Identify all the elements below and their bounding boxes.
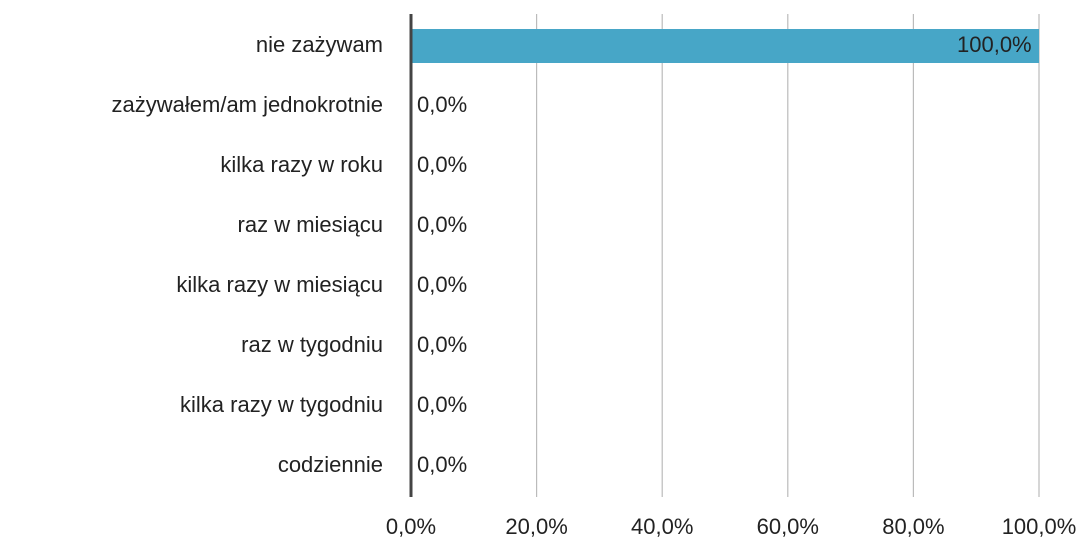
x-tick-label: 20,0% xyxy=(505,514,567,539)
y-tick-label: nie zażywam xyxy=(256,32,383,57)
y-tick-label: raz w tygodniu xyxy=(241,332,383,357)
bar xyxy=(411,29,1039,63)
y-tick-label: kilka razy w roku xyxy=(220,152,383,177)
value-label: 0,0% xyxy=(417,332,467,357)
y-tick-label: kilka razy w miesiącu xyxy=(176,272,383,297)
value-label: 0,0% xyxy=(417,452,467,477)
value-label: 0,0% xyxy=(417,272,467,297)
y-tick-label: raz w miesiącu xyxy=(238,212,383,237)
x-tick-label: 100,0% xyxy=(1002,514,1077,539)
value-label: 0,0% xyxy=(417,212,467,237)
x-tick-label: 60,0% xyxy=(757,514,819,539)
y-tick-label: kilka razy w tygodniu xyxy=(180,392,383,417)
value-label: 0,0% xyxy=(417,152,467,177)
x-tick-label: 40,0% xyxy=(631,514,693,539)
value-label: 100,0% xyxy=(957,32,1032,57)
x-tick-label: 80,0% xyxy=(882,514,944,539)
value-label: 0,0% xyxy=(417,392,467,417)
y-tick-label: zażywałem/am jednokrotnie xyxy=(112,92,383,117)
x-tick-label: 0,0% xyxy=(386,514,436,539)
value-label: 0,0% xyxy=(417,92,467,117)
y-tick-label: codziennie xyxy=(278,452,383,477)
